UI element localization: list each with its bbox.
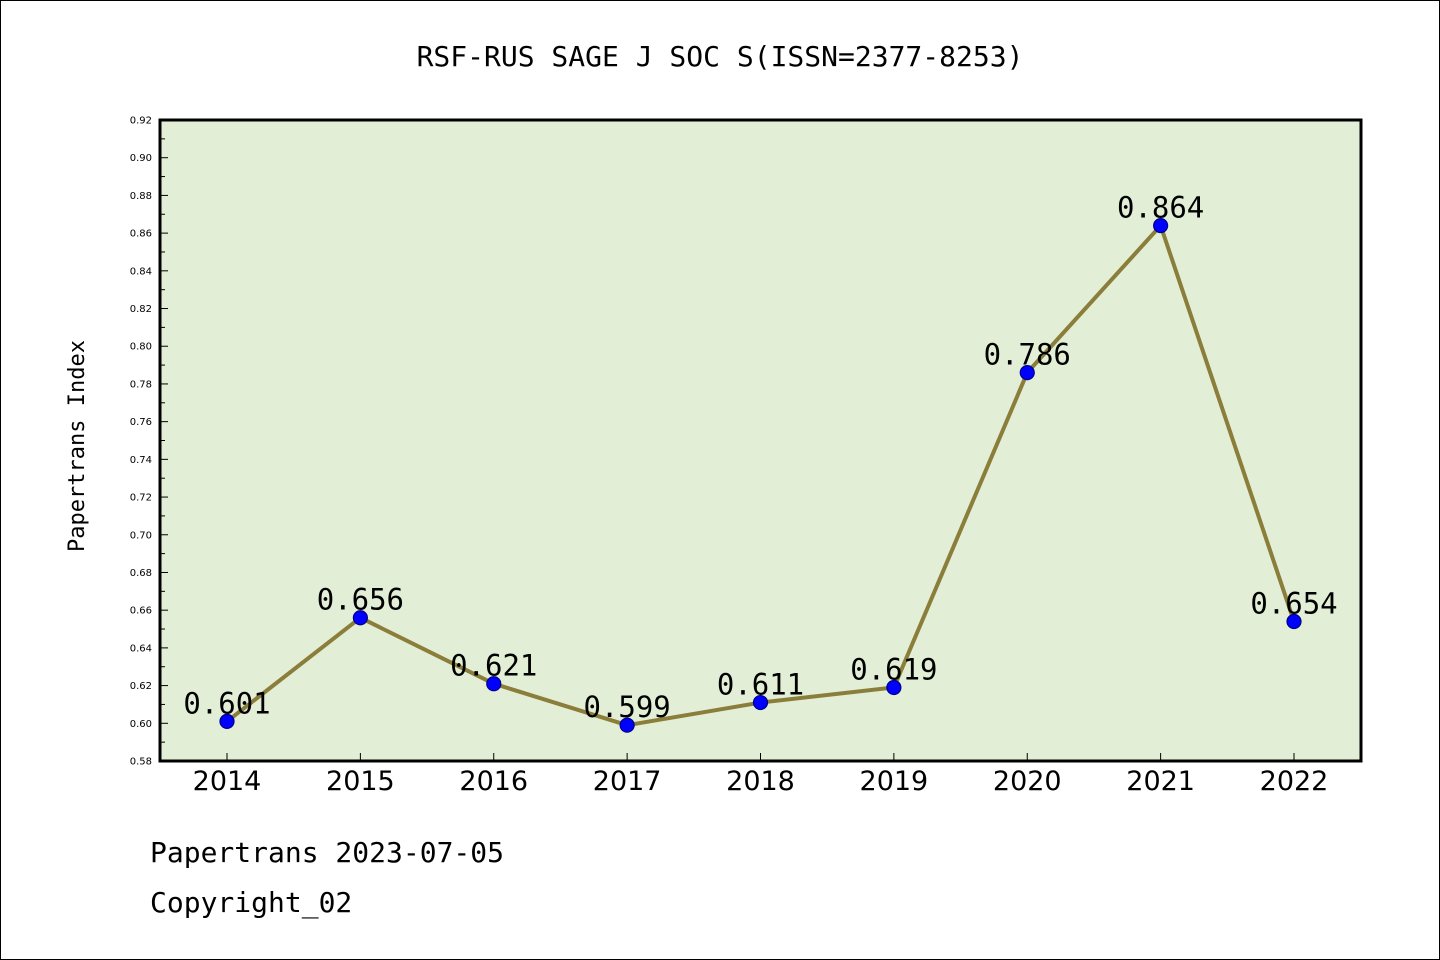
y-tick-label: 0.78 — [130, 379, 152, 390]
x-tick-label: 2016 — [459, 766, 528, 797]
x-axis: 2014 2015 2016 2017 2018 2019 2020 2021 2022 — [193, 753, 1329, 797]
data-point — [352, 610, 368, 626]
chart-title: RSF-RUS SAGE J SOC S(ISSN=2377-8253) — [417, 40, 1024, 73]
data-point — [1153, 217, 1169, 234]
y-tick-label: 0.92 — [130, 116, 152, 127]
series-0: 0.601 0.656 0.621 0.599 0.611 0.619 0.786 0.864… — [183, 191, 1338, 733]
y-tick-label: 0.76 — [130, 417, 152, 428]
y-tick-label: 0.90 — [130, 153, 152, 164]
data-label: 0.656 — [317, 583, 404, 617]
plot-border — [158, 118, 1363, 763]
x-tick-label: 2014 — [193, 766, 262, 797]
x-tick-label: 2018 — [726, 766, 795, 797]
footer-copyright: Copyright_02 — [150, 886, 353, 919]
y-tick-label: 0.66 — [130, 606, 152, 617]
x-tick-label: 2015 — [326, 766, 395, 797]
data-label: 0.654 — [1250, 586, 1337, 620]
data-point — [486, 676, 502, 692]
data-label: 0.601 — [183, 686, 270, 720]
y-tick-label: 0.74 — [130, 455, 152, 466]
footer-date: Papertrans 2023-07-05 — [150, 836, 505, 869]
data-point — [1019, 365, 1035, 381]
x-tick-label: 2021 — [1126, 766, 1195, 797]
y-tick-label: 0.72 — [130, 493, 152, 504]
y-tick-label: 0.64 — [130, 643, 152, 654]
x-tick-label: 2019 — [860, 766, 929, 797]
y-tick-label: 0.88 — [130, 191, 152, 202]
y-axis-label: Papertrans Index — [65, 340, 90, 552]
data-point — [886, 679, 902, 696]
data-label: 0.864 — [1117, 191, 1204, 225]
data-point — [619, 717, 635, 733]
data-label: 0.786 — [984, 338, 1071, 372]
data-label: 0.611 — [717, 668, 804, 702]
y-tick-label: 0.82 — [130, 304, 152, 315]
data-point — [1286, 613, 1302, 630]
data-point — [752, 694, 769, 711]
y-tick-label: 0.68 — [130, 568, 152, 579]
x-tick-label: 2022 — [1260, 766, 1329, 797]
y-tick-label: 0.80 — [130, 342, 152, 353]
data-point — [219, 713, 235, 730]
y-tick-label: 0.62 — [130, 681, 152, 692]
y-tick-label: 0.70 — [130, 530, 152, 541]
data-label: 0.599 — [583, 690, 670, 724]
data-label: 0.619 — [850, 652, 937, 686]
x-tick-label: 2017 — [593, 766, 662, 797]
y-tick-label: 0.84 — [130, 266, 152, 277]
data-label: 0.621 — [450, 649, 537, 683]
y-tick-label: 0.86 — [130, 229, 152, 240]
y-tick-label: 0.60 — [130, 719, 152, 730]
x-tick-label: 2020 — [993, 766, 1062, 797]
y-tick-label: 0.58 — [130, 757, 152, 768]
